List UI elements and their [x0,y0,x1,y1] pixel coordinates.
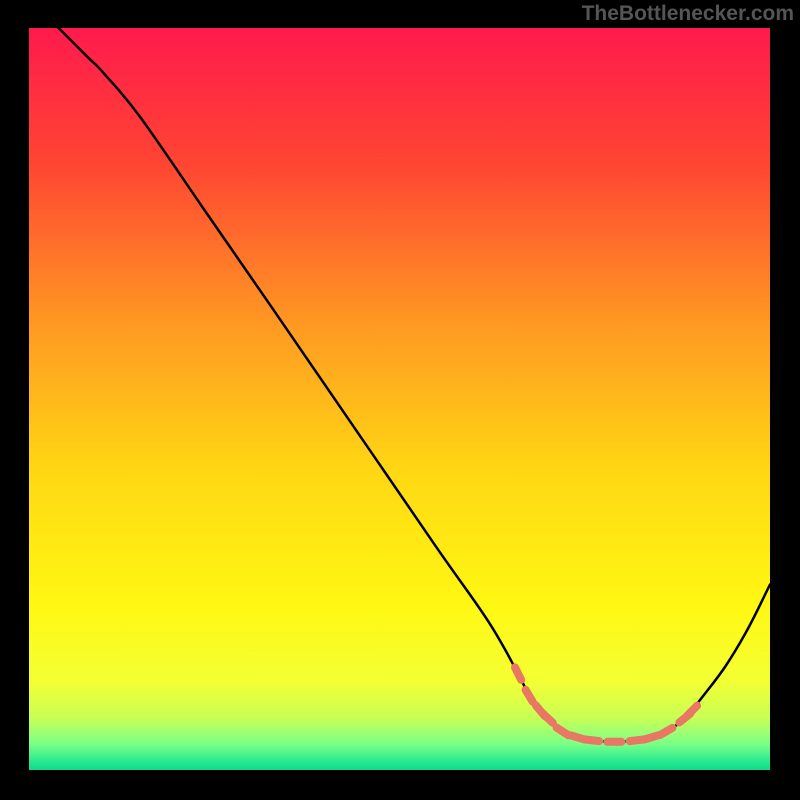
curve-marker [526,690,533,702]
curve-marker [557,728,569,736]
curve-markers [515,667,697,742]
curve-marker [687,706,697,716]
curve-marker [585,739,599,741]
bottleneck-curve [59,28,770,742]
chart-svg [29,28,770,770]
curve-marker [543,713,553,723]
watermark-text: TheBottlenecker.com [582,2,794,26]
curve-marker [515,667,521,680]
curve-marker [645,735,658,739]
curve-marker [660,728,672,735]
plot-area [29,28,770,770]
